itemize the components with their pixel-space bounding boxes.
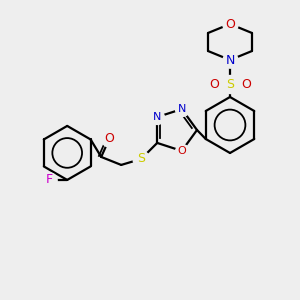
Text: S: S	[137, 152, 145, 165]
Text: O: O	[241, 77, 251, 91]
Text: O: O	[104, 132, 114, 146]
Text: N: N	[225, 53, 235, 67]
Text: S: S	[226, 77, 234, 91]
Text: N: N	[178, 104, 186, 114]
Text: F: F	[46, 173, 53, 186]
Text: O: O	[177, 146, 186, 156]
Text: O: O	[225, 17, 235, 31]
Text: O: O	[209, 77, 219, 91]
Text: N: N	[153, 112, 161, 122]
